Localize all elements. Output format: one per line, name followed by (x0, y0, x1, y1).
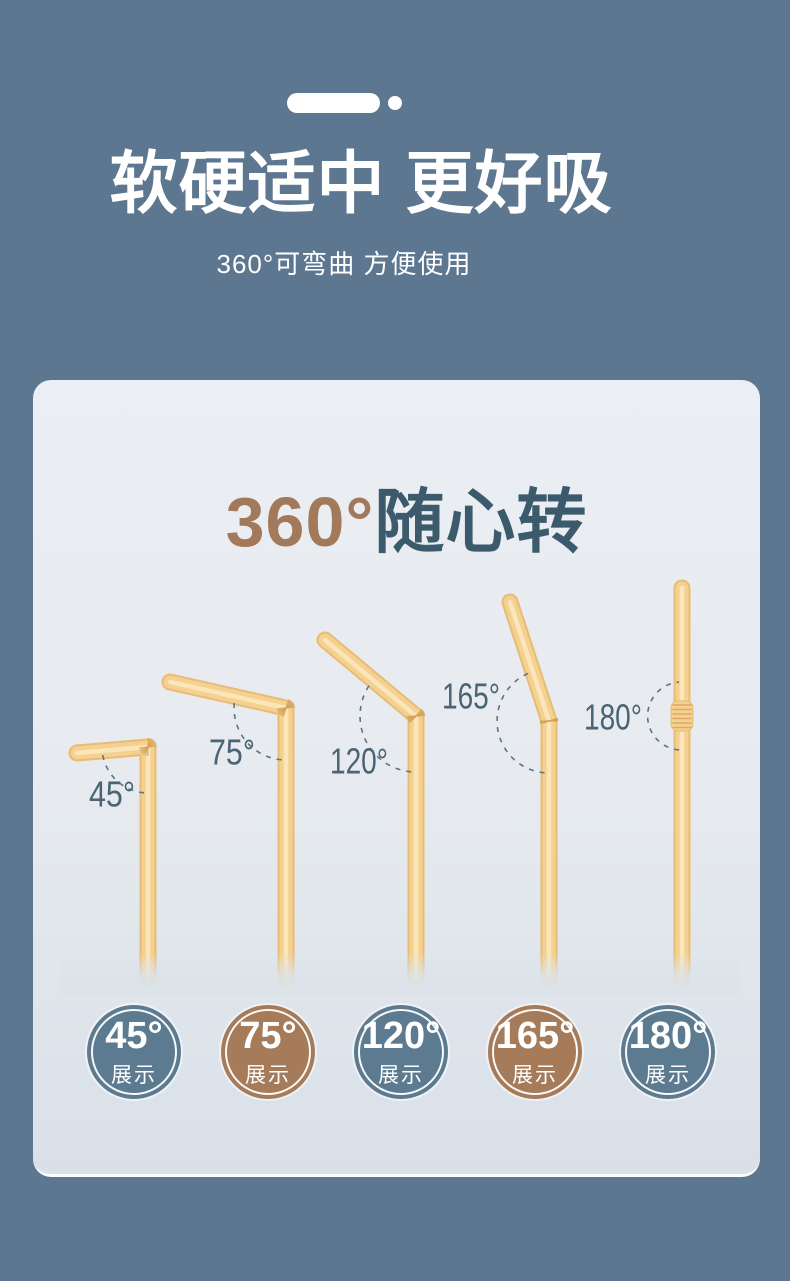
divider-dash (287, 93, 380, 113)
card-title-text: 随心转 (374, 483, 588, 561)
page-subtitle: 360°可弯曲 方便使用 (216, 249, 472, 279)
badge-ring (225, 1009, 311, 1095)
badge-ring (91, 1009, 177, 1095)
angle-badge-165: 165° 展示 (488, 1005, 582, 1099)
angle-badge-120: 120° 展示 (354, 1005, 448, 1099)
angle-badge-75: 75° 展示 (221, 1005, 315, 1099)
angle-badge-45: 45° 展示 (87, 1005, 181, 1099)
page-title: 软硬适中 更好吸 (109, 146, 613, 222)
card-title: 360°随心转 (43, 466, 770, 567)
badge-ring (358, 1009, 444, 1095)
angle-badge-180: 180° 展示 (621, 1005, 715, 1099)
badge-ring (492, 1009, 578, 1095)
card-title-degree: 360° (225, 483, 375, 561)
badge-ring (625, 1009, 711, 1095)
divider-dot-icon (388, 96, 402, 110)
